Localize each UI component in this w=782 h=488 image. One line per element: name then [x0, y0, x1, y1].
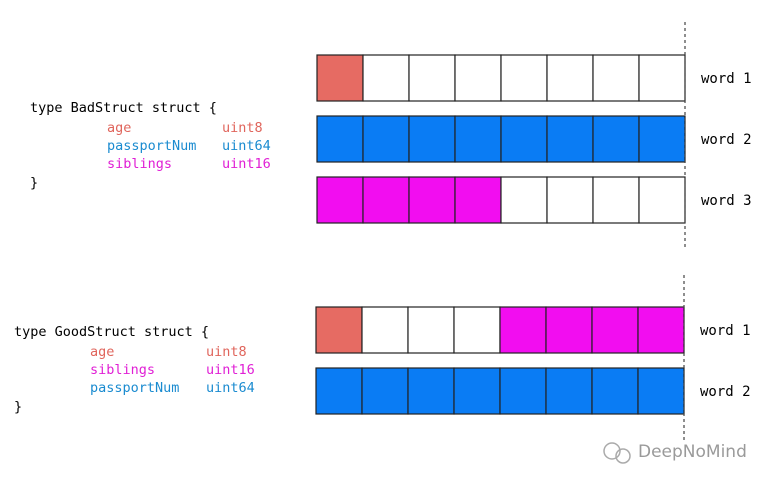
byte-cell	[316, 115, 364, 163]
byte-cell	[546, 176, 594, 224]
byte-cell	[315, 306, 363, 354]
field-name: passportNum	[107, 138, 196, 154]
byte-cell	[592, 115, 640, 163]
byte-cell	[637, 306, 685, 354]
watermark-text: DeepNoMind	[638, 442, 747, 462]
field-type: uint8	[222, 120, 263, 136]
byte-cell	[546, 54, 594, 102]
word-label: word 1	[700, 323, 751, 339]
byte-cell	[315, 367, 363, 415]
byte-cell	[362, 54, 410, 102]
byte-cell	[546, 115, 594, 163]
byte-cell	[500, 176, 548, 224]
byte-cell	[454, 176, 502, 224]
byte-cell	[592, 176, 640, 224]
byte-cell	[499, 306, 547, 354]
code-line: }	[30, 175, 38, 191]
byte-cell	[316, 54, 364, 102]
layer: type BadStruct struct { age uint8 passportN…	[14, 22, 752, 440]
field-name: age	[107, 120, 131, 136]
byte-cell	[316, 176, 364, 224]
byte-cell	[362, 115, 410, 163]
byte-cell	[407, 367, 455, 415]
word-label: word 1	[701, 71, 752, 87]
word-label: word 3	[701, 193, 752, 209]
field-type: uint16	[206, 362, 255, 378]
field-name: siblings	[90, 362, 155, 378]
byte-cell	[408, 176, 456, 224]
byte-cell	[545, 367, 593, 415]
field-type: uint8	[206, 344, 247, 360]
field-type: uint64	[222, 138, 271, 154]
byte-cell	[638, 54, 686, 102]
field-name: age	[90, 344, 114, 360]
watermark-icon	[603, 442, 621, 460]
field-name: passportNum	[90, 380, 179, 396]
byte-cell	[453, 306, 501, 354]
byte-cell	[408, 54, 456, 102]
byte-cell	[545, 306, 593, 354]
word-label: word 2	[700, 384, 751, 400]
byte-cell	[453, 367, 501, 415]
field-type: uint16	[222, 156, 271, 172]
code-line: type GoodStruct struct {	[14, 324, 209, 340]
watermark: DeepNoMind	[603, 442, 747, 464]
byte-cell	[454, 54, 502, 102]
byte-cell	[638, 115, 686, 163]
byte-cell	[591, 306, 639, 354]
byte-cell	[592, 54, 640, 102]
byte-cell	[454, 115, 502, 163]
code-line: }	[14, 399, 22, 415]
byte-cell	[638, 176, 686, 224]
watermark-icon	[615, 448, 631, 464]
byte-cell	[362, 176, 410, 224]
byte-cell	[499, 367, 547, 415]
byte-cell	[361, 367, 409, 415]
byte-cell	[361, 306, 409, 354]
field-type: uint64	[206, 380, 255, 396]
byte-cell	[408, 115, 456, 163]
byte-cell	[500, 115, 548, 163]
byte-cell	[591, 367, 639, 415]
byte-cell	[637, 367, 685, 415]
byte-cell	[500, 54, 548, 102]
byte-cell	[407, 306, 455, 354]
field-name: siblings	[107, 156, 172, 172]
word-label: word 2	[701, 132, 752, 148]
code-line: type BadStruct struct {	[30, 100, 217, 116]
